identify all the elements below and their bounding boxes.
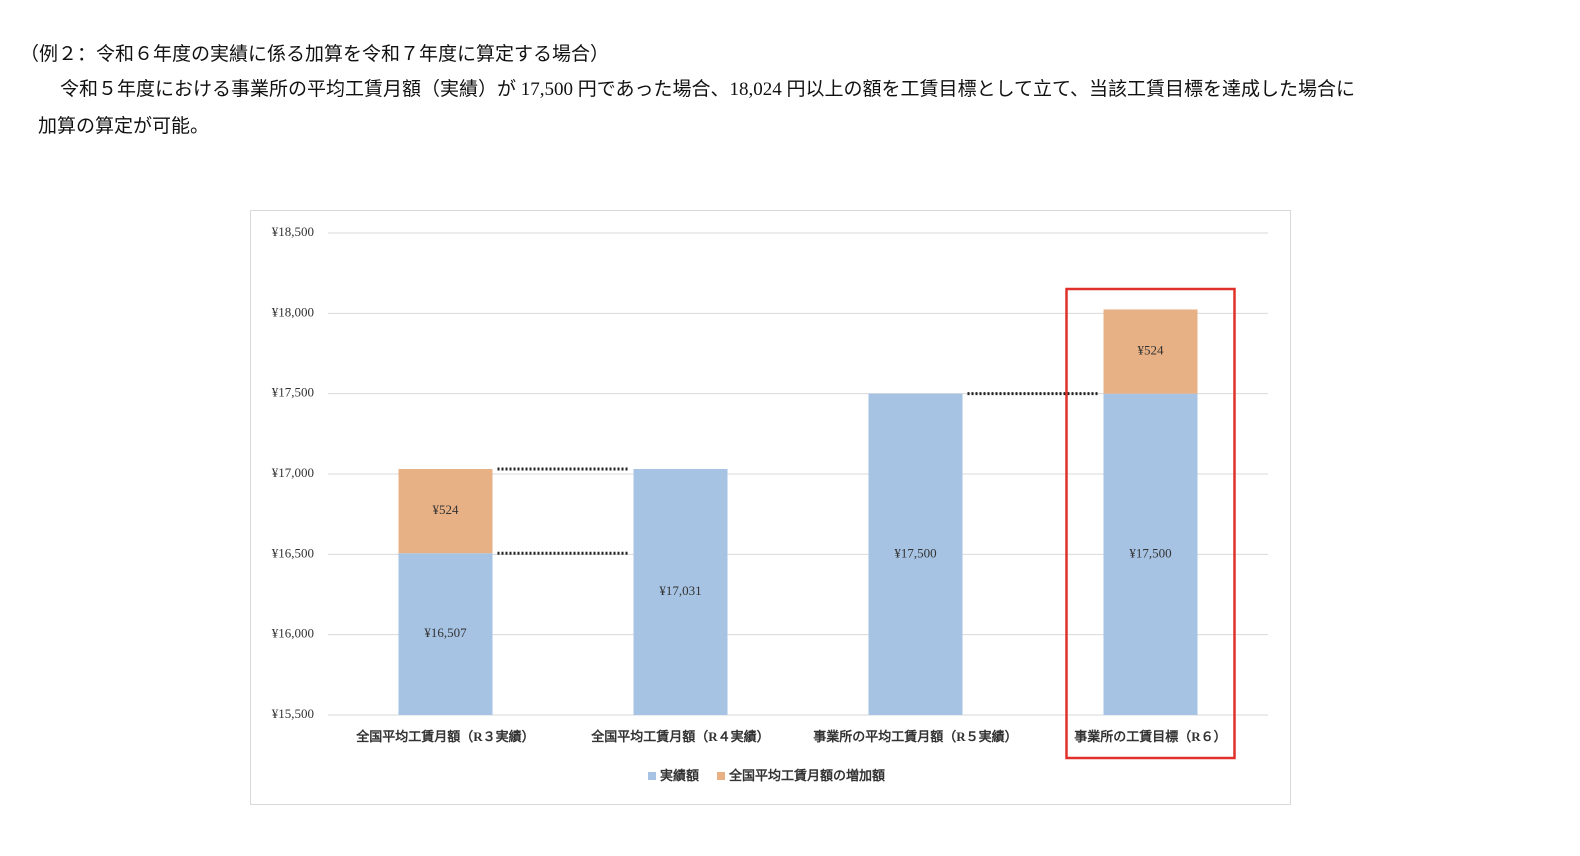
y-tick-label: ¥16,500 [272,545,314,560]
y-tick-label: ¥18,500 [272,224,314,239]
legend-swatch [717,772,726,780]
paragraph-line: 令和５年度における事業所の平均工賃月額（実績）が 17,500 円であった場合、… [60,79,1356,100]
data-label: ¥17,500 [1129,545,1171,560]
x-tick-label: 全国平均工賃月額（R４実績） [590,729,769,744]
heading: （例２：令和６年度の実績に係る加算を令和７年度に算定する場合） [20,44,610,65]
data-label: ¥17,500 [894,545,936,560]
legend-swatch [648,772,656,780]
data-label: ¥524 [433,502,460,517]
y-tick-label: ¥16,000 [272,626,314,641]
x-tick-label: 事業所の工賃目標（R６） [1074,729,1226,744]
bar-segment [398,553,493,715]
y-tick-label: ¥15,500 [272,706,314,721]
bar-segment [1103,309,1198,394]
bar-segment [633,469,728,715]
legend-label: 実績額 [660,768,699,783]
data-label: ¥524 [1138,343,1165,358]
bar-segment [868,393,963,715]
bar-segment [1103,393,1198,715]
data-label: ¥16,507 [424,625,467,640]
x-tick-label: 全国平均工賃月額（R３実績） [355,729,534,744]
highlight-box [1065,287,1236,760]
y-tick-label: ¥17,500 [272,385,314,400]
bar-segment [398,469,493,554]
legend-label: 全国平均工賃月額の増加額 [728,768,885,783]
data-label: ¥17,031 [659,583,701,598]
y-tick-label: ¥17,000 [272,465,314,480]
x-tick-label: 事業所の平均工賃月額（R５実績） [813,729,1017,744]
y-tick-label: ¥18,000 [272,304,314,319]
paragraph-line: 加算の算定が可能。 [38,116,210,137]
